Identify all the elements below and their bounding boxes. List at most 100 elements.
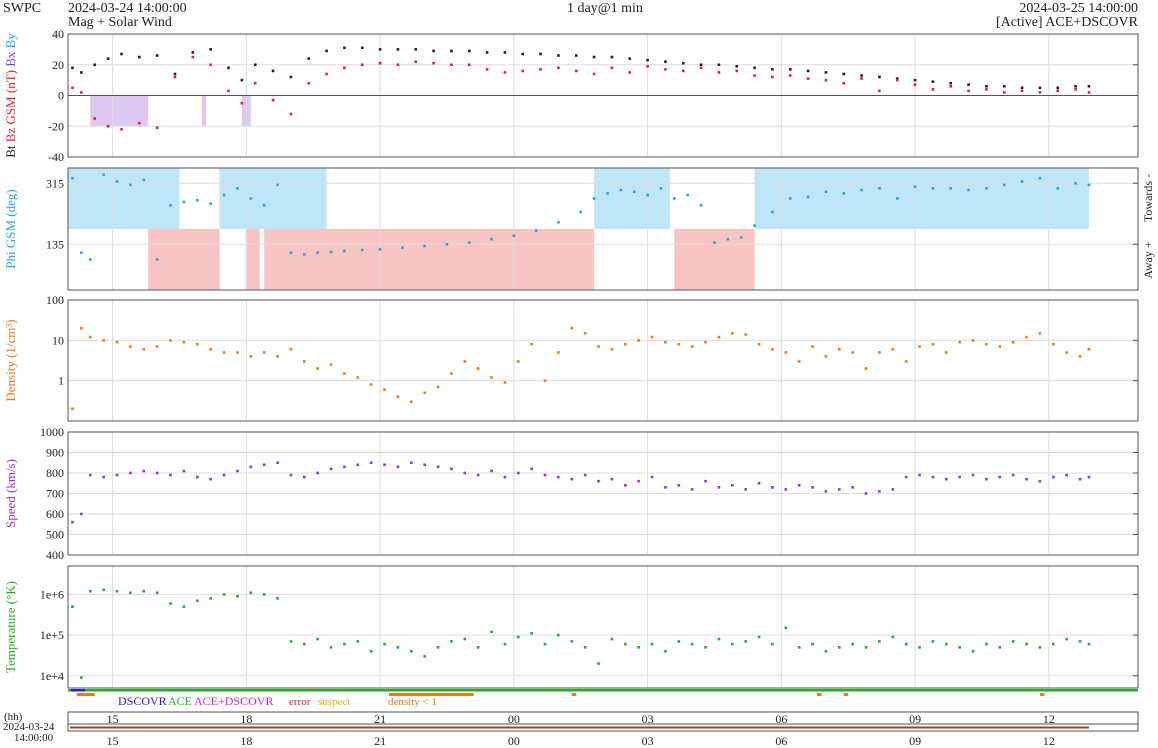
data-point bbox=[169, 203, 172, 207]
data-point bbox=[129, 471, 132, 475]
data-point bbox=[503, 71, 507, 74]
data-point bbox=[289, 75, 293, 79]
data-point bbox=[570, 326, 574, 330]
data-point bbox=[904, 360, 908, 363]
x-start-date: 2024-03-24 bbox=[3, 721, 55, 733]
y-tick-label: 1 bbox=[58, 374, 64, 388]
data-point bbox=[106, 57, 110, 60]
towards-band bbox=[68, 168, 180, 229]
data-point bbox=[222, 193, 226, 197]
data-point bbox=[891, 488, 895, 491]
data-point bbox=[80, 251, 83, 255]
data-point bbox=[646, 58, 649, 62]
data-point bbox=[864, 367, 868, 370]
x-tick-label-lower: 09 bbox=[909, 734, 921, 748]
data-point bbox=[543, 473, 547, 477]
data-point bbox=[699, 203, 703, 207]
data-point bbox=[744, 333, 747, 336]
data-point bbox=[557, 220, 560, 224]
data-point bbox=[744, 488, 747, 491]
data-point bbox=[173, 72, 177, 76]
data-point bbox=[467, 241, 471, 244]
data-point bbox=[490, 237, 493, 241]
data-point bbox=[1038, 331, 1042, 335]
subtitle: Mag + Solar Wind bbox=[68, 15, 172, 30]
data-point bbox=[677, 640, 681, 643]
data-point bbox=[681, 61, 685, 65]
data-point bbox=[191, 55, 195, 59]
data-point bbox=[842, 81, 846, 85]
density-flag-mark bbox=[389, 693, 474, 696]
y-tick-label: 315 bbox=[46, 176, 64, 190]
data-point bbox=[209, 48, 212, 51]
legend-item: DSCOVR bbox=[118, 694, 167, 708]
data-point bbox=[485, 51, 489, 54]
data-point bbox=[931, 640, 935, 643]
data-point bbox=[80, 71, 83, 74]
data-point bbox=[949, 187, 953, 190]
data-point bbox=[699, 63, 703, 67]
x-tick-label-lower: 15 bbox=[107, 734, 119, 748]
negative-bz-band bbox=[201, 95, 207, 127]
x-tick-label-upper: 12 bbox=[1043, 712, 1055, 726]
data-point bbox=[717, 637, 721, 641]
data-point bbox=[249, 197, 253, 200]
data-point bbox=[1078, 640, 1082, 643]
x-start-time: 14:00:00 bbox=[14, 732, 54, 744]
data-point bbox=[735, 69, 739, 73]
data-point bbox=[307, 81, 311, 85]
towards-band bbox=[754, 168, 1089, 229]
data-point bbox=[316, 637, 319, 641]
data-point bbox=[637, 339, 640, 342]
data-point bbox=[904, 642, 908, 646]
y-tick-label: 800 bbox=[46, 466, 64, 480]
towards-label: Towards - bbox=[1141, 174, 1155, 222]
data-point bbox=[1078, 477, 1082, 481]
data-point bbox=[445, 242, 449, 246]
data-point bbox=[931, 187, 935, 190]
data-point bbox=[1038, 646, 1042, 649]
data-point bbox=[490, 469, 493, 473]
density-flag-mark bbox=[76, 693, 95, 696]
data-point bbox=[195, 342, 199, 346]
y-tick-label: 600 bbox=[46, 507, 64, 521]
data-point bbox=[88, 335, 92, 339]
data-point bbox=[120, 128, 123, 131]
data-point bbox=[623, 342, 627, 346]
data-point bbox=[806, 69, 810, 73]
data-point bbox=[209, 63, 212, 67]
data-point bbox=[784, 488, 788, 491]
data-point bbox=[931, 475, 935, 479]
data-point bbox=[1020, 180, 1024, 183]
legend-item: error bbox=[289, 696, 311, 708]
data-point bbox=[664, 486, 667, 489]
y-tick-label: 40 bbox=[52, 27, 64, 41]
data-point bbox=[557, 66, 560, 70]
data-point bbox=[142, 589, 146, 593]
data-point bbox=[414, 48, 418, 51]
data-point bbox=[276, 355, 279, 358]
data-point bbox=[690, 345, 694, 348]
x-tick-label-lower: 03 bbox=[642, 734, 654, 748]
panel-frame bbox=[67, 431, 1139, 556]
data-point bbox=[579, 210, 583, 214]
data-point bbox=[1051, 342, 1055, 346]
data-point bbox=[985, 84, 988, 88]
data-point bbox=[467, 49, 471, 53]
data-point bbox=[530, 632, 533, 635]
data-point bbox=[557, 54, 560, 57]
data-point bbox=[360, 248, 364, 252]
data-point bbox=[757, 342, 761, 346]
data-point bbox=[583, 473, 587, 477]
data-point bbox=[249, 591, 253, 595]
data-point bbox=[967, 83, 970, 87]
x-tick-label-lower: 06 bbox=[775, 734, 787, 748]
data-point bbox=[409, 461, 413, 465]
data-point bbox=[80, 326, 83, 330]
data-point bbox=[450, 49, 453, 53]
data-point bbox=[423, 463, 426, 467]
data-point bbox=[115, 589, 119, 593]
data-point bbox=[931, 88, 935, 91]
data-point bbox=[253, 81, 257, 85]
x-tick-label-upper: 09 bbox=[909, 712, 921, 726]
